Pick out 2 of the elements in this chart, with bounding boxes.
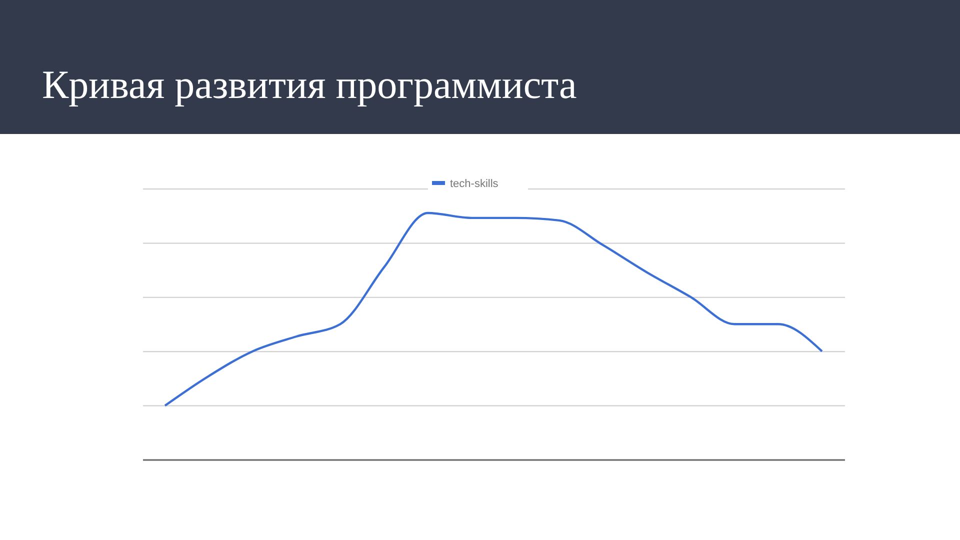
legend-label: tech-skills	[450, 178, 499, 190]
chart-title: Кривая развития программиста	[42, 62, 578, 107]
